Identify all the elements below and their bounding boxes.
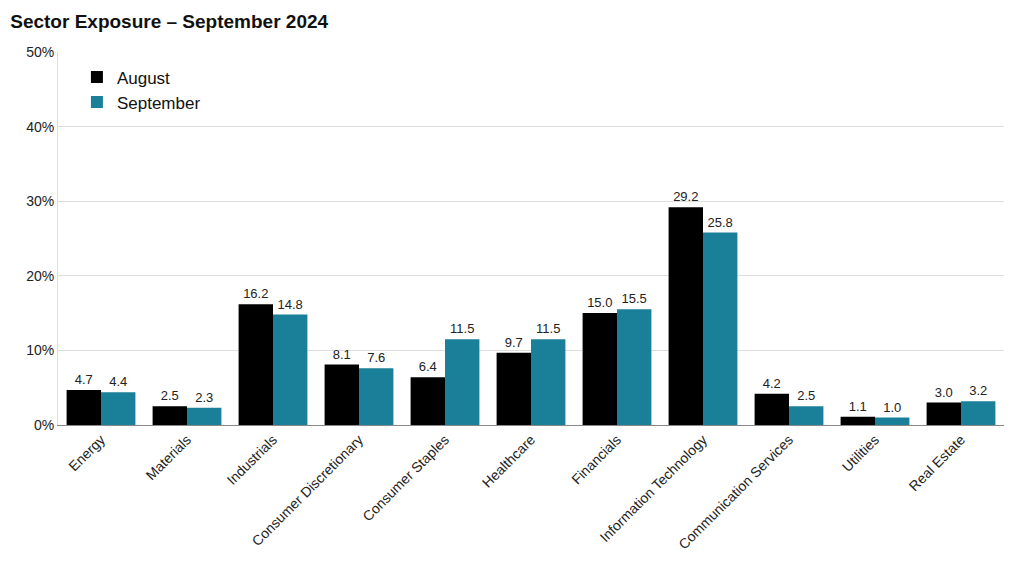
svg-text:29.2: 29.2 xyxy=(673,189,698,204)
svg-text:40%: 40% xyxy=(26,119,54,135)
svg-text:Industrials: Industrials xyxy=(224,432,280,488)
svg-text:0%: 0% xyxy=(34,417,54,433)
svg-text:1.0: 1.0 xyxy=(883,400,901,415)
svg-text:Information Technology: Information Technology xyxy=(597,432,710,545)
svg-text:15.0: 15.0 xyxy=(587,295,612,310)
svg-text:Materials: Materials xyxy=(143,432,194,483)
svg-text:Utilities: Utilities xyxy=(839,432,882,475)
svg-text:Financials: Financials xyxy=(568,432,624,488)
svg-text:Consumer Discretionary: Consumer Discretionary xyxy=(249,432,367,550)
svg-text:16.2: 16.2 xyxy=(243,286,268,301)
svg-text:7.6: 7.6 xyxy=(367,350,385,365)
svg-text:10%: 10% xyxy=(26,342,54,358)
svg-text:September: September xyxy=(117,94,200,113)
svg-text:August: August xyxy=(117,69,170,88)
svg-text:20%: 20% xyxy=(26,268,54,284)
svg-text:Real Estate: Real Estate xyxy=(906,431,969,494)
svg-text:15.5: 15.5 xyxy=(622,291,647,306)
svg-text:14.8: 14.8 xyxy=(278,297,303,312)
svg-text:2.5: 2.5 xyxy=(797,388,815,403)
svg-text:8.1: 8.1 xyxy=(333,347,351,362)
svg-text:4.2: 4.2 xyxy=(763,376,781,391)
svg-text:11.5: 11.5 xyxy=(536,321,560,336)
svg-text:Energy: Energy xyxy=(65,432,108,475)
svg-text:9.7: 9.7 xyxy=(505,335,523,350)
svg-text:30%: 30% xyxy=(26,193,54,209)
svg-text:4.4: 4.4 xyxy=(109,374,127,389)
svg-text:2.3: 2.3 xyxy=(195,390,213,405)
svg-text:3.0: 3.0 xyxy=(935,385,953,400)
svg-text:50%: 50% xyxy=(26,44,54,60)
svg-text:Communication Services: Communication Services xyxy=(675,432,796,553)
svg-text:25.8: 25.8 xyxy=(708,215,733,230)
svg-text:Sector Exposure – September 20: Sector Exposure – September 2024 xyxy=(10,11,328,32)
svg-text:Consumer Staples: Consumer Staples xyxy=(359,432,452,525)
svg-text:1.1: 1.1 xyxy=(849,399,867,414)
svg-text:11.5: 11.5 xyxy=(450,321,474,336)
svg-text:4.7: 4.7 xyxy=(75,372,93,387)
svg-text:3.2: 3.2 xyxy=(969,383,987,398)
svg-text:2.5: 2.5 xyxy=(161,388,179,403)
svg-text:Healthcare: Healthcare xyxy=(479,431,538,490)
svg-text:6.4: 6.4 xyxy=(419,359,437,374)
